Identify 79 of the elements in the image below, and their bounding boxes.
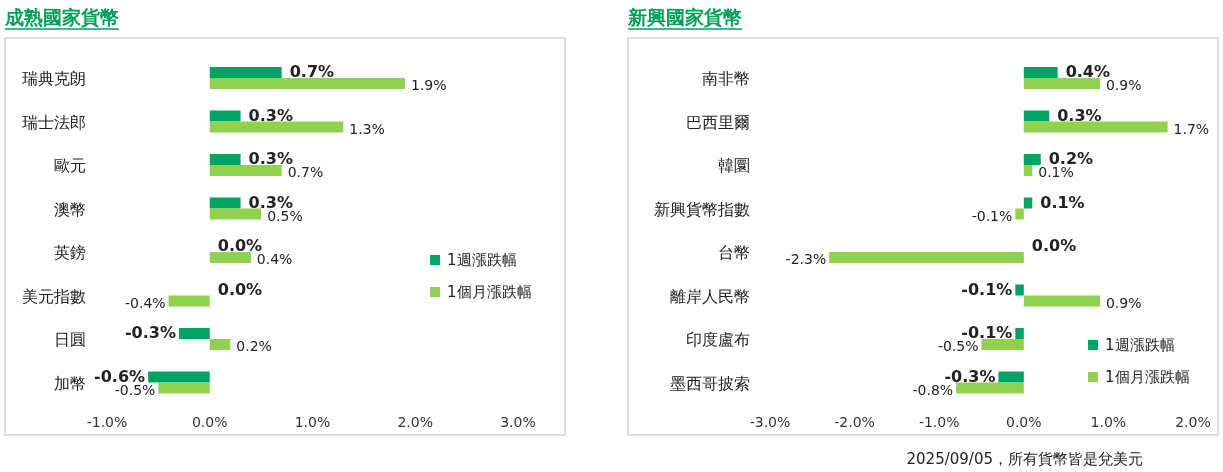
y-tick-label: 台幣 <box>718 243 750 262</box>
data-label: 0.3% <box>248 105 293 125</box>
legend-label: 1個月漲跌幅 <box>1105 368 1190 386</box>
x-tick-label: 0.0% <box>191 414 228 430</box>
bar <box>168 295 210 307</box>
y-tick-label: 南非幣 <box>702 69 750 88</box>
x-tick-label: -2.0% <box>834 414 875 430</box>
x-tick-label: 3.0% <box>500 414 536 430</box>
bar <box>209 110 241 122</box>
data-label: -0.3% <box>124 323 176 342</box>
x-tick-label: 2.0% <box>397 414 434 430</box>
bar <box>981 339 1024 350</box>
bar <box>158 382 210 394</box>
bar <box>1023 121 1168 133</box>
legend-label: 1週漲跌幅 <box>447 251 517 269</box>
y-tick-label: 印度盧布 <box>686 330 750 349</box>
bar <box>209 252 251 263</box>
text: 2025/09/05，所有貨幣皆是兌美元 <box>906 450 1143 468</box>
bar <box>829 252 1024 263</box>
bar <box>1023 78 1100 89</box>
y-tick-label: 離岸人民幣 <box>670 286 750 306</box>
x-tick-label: 0.0% <box>1006 414 1042 430</box>
bar <box>209 67 282 78</box>
data-label: 0.0% <box>217 279 263 299</box>
x-tick-label: 1.0% <box>294 414 331 430</box>
bar <box>1015 208 1024 220</box>
bar <box>178 328 210 339</box>
chart-title: 成熟國家貨幣 <box>4 6 119 28</box>
data-label: 0.1% <box>1040 192 1085 212</box>
bar <box>1023 67 1058 78</box>
legend-label: 1個月漲跌幅 <box>447 283 532 301</box>
y-tick-label: 瑞士法郎 <box>22 112 86 132</box>
data-label: -0.4% <box>125 294 166 311</box>
x-tick-label: 2.0% <box>1175 414 1211 430</box>
bar <box>148 371 210 383</box>
y-tick-label: 日圓 <box>54 330 86 349</box>
data-label: 1.3% <box>349 120 385 137</box>
bar <box>1023 154 1041 165</box>
data-label: -0.1% <box>971 207 1013 224</box>
x-tick-label: -1.0% <box>86 414 128 430</box>
bar <box>209 121 344 133</box>
data-label: 1.7% <box>1173 120 1210 137</box>
bar <box>1023 295 1100 307</box>
bar <box>1015 328 1024 339</box>
y-tick-label: 英鎊 <box>54 243 86 262</box>
bar <box>209 165 282 176</box>
data-label: -0.1% <box>961 279 1013 299</box>
y-tick-label: 瑞典克朗 <box>22 69 86 88</box>
y-tick-label: 新興貨幣指數 <box>654 199 750 219</box>
bar <box>1023 197 1033 209</box>
y-tick-label: 墨西哥披索 <box>670 373 750 393</box>
bar <box>998 371 1024 383</box>
data-label: 0.2% <box>236 338 272 354</box>
bar <box>1023 110 1050 122</box>
y-tick-label: 歐元 <box>54 156 86 175</box>
bar <box>209 339 231 350</box>
y-tick-label: 加幣 <box>54 373 86 393</box>
legend-label: 1週漲跌幅 <box>1105 336 1175 354</box>
y-tick-label: 韓圜 <box>718 156 750 175</box>
bar <box>956 382 1024 394</box>
x-tick-label: -1.0% <box>918 414 960 430</box>
data-label: -2.3% <box>785 251 827 267</box>
bar <box>209 208 262 220</box>
data-label: 1.9% <box>410 77 447 93</box>
data-label: 0.3% <box>1057 105 1102 125</box>
data-label: 0.0% <box>1031 236 1077 255</box>
bar <box>1023 165 1033 176</box>
data-label: 0.9% <box>1105 294 1142 311</box>
x-tick-label: 1.0% <box>1090 414 1127 430</box>
y-tick-label: 巴西里爾 <box>686 112 750 132</box>
x-tick-label: -3.0% <box>749 414 791 430</box>
chart-title: 新興國家貨幣 <box>627 6 742 28</box>
bar <box>209 197 241 209</box>
y-tick-label: 澳幣 <box>54 199 86 219</box>
bar <box>209 154 241 165</box>
y-tick-label: 美元指數 <box>22 286 86 306</box>
bar <box>209 78 405 89</box>
bar <box>1015 284 1024 296</box>
data-label: 0.7% <box>289 62 335 81</box>
